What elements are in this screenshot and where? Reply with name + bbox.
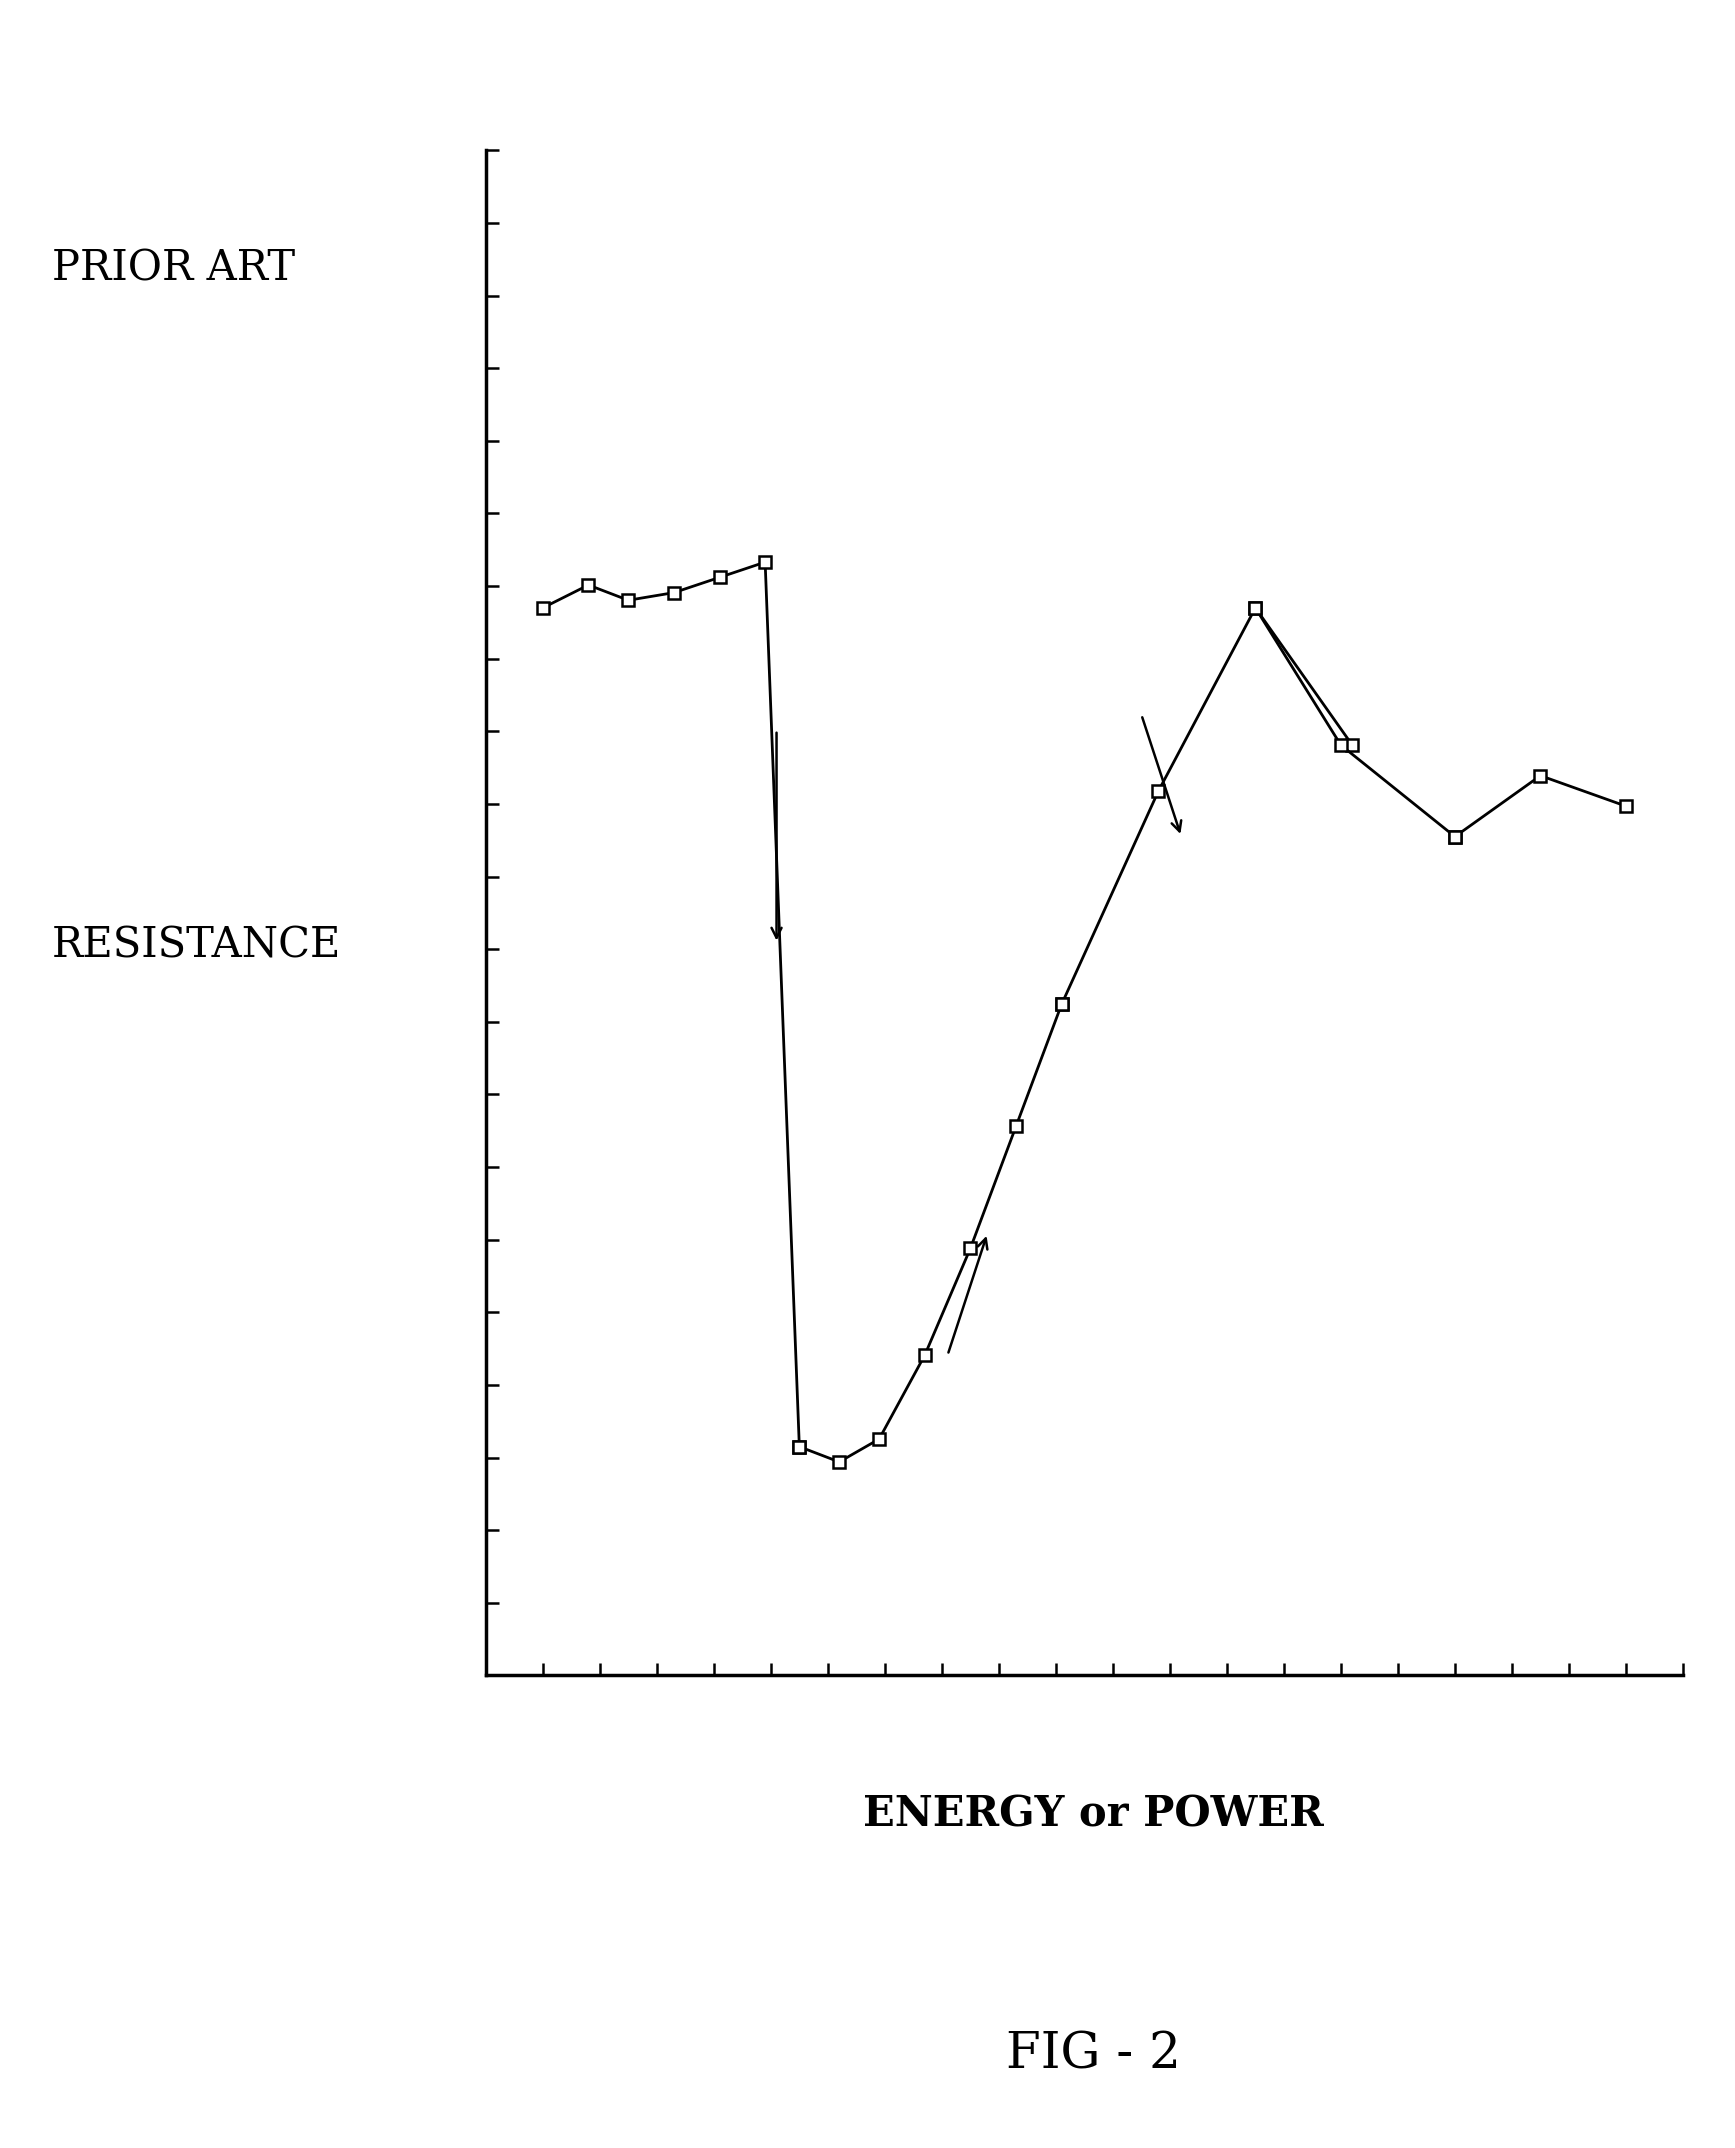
Text: ENERGY or POWER: ENERGY or POWER xyxy=(862,1794,1324,1837)
Text: FIG - 2: FIG - 2 xyxy=(1006,2030,1180,2079)
Text: PRIOR ART: PRIOR ART xyxy=(52,247,295,290)
Text: RESISTANCE: RESISTANCE xyxy=(52,924,342,967)
